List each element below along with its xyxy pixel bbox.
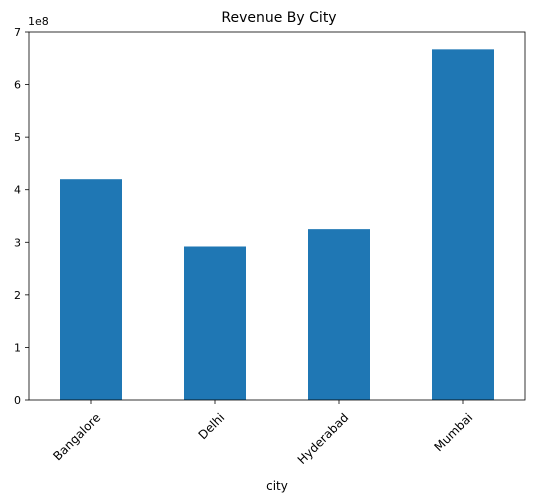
y-tick-label: 7 [14, 26, 21, 39]
bars-group [60, 49, 494, 400]
x-axis-label: city [266, 479, 288, 493]
plot-frame [28, 31, 526, 401]
y-tick-label: 3 [14, 236, 21, 249]
y-tick-label: 4 [14, 184, 21, 197]
y-axis-scale-label: 1e8 [28, 15, 49, 28]
x-tick-label-hyderabad: Hyderabad [295, 410, 352, 467]
x-axis-ticks: Bangalore Delhi Hyderabad Mumbai [50, 400, 475, 467]
x-tick-label-delhi: Delhi [196, 410, 228, 442]
bar-mumbai [432, 49, 494, 400]
chart-title: Revenue By City [221, 10, 336, 26]
x-tick-label-mumbai: Mumbai [432, 410, 476, 454]
x-tick-label-bangalore: Bangalore [50, 410, 103, 463]
bar-hyderabad [308, 229, 370, 400]
y-tick-label: 0 [14, 394, 21, 407]
bar-bangalore [60, 179, 122, 400]
y-tick-label: 1 [14, 341, 21, 354]
y-axis-ticks: 0 1 2 3 4 5 6 7 [14, 26, 29, 407]
y-tick-label: 5 [14, 131, 21, 144]
y-tick-label: 2 [14, 289, 21, 302]
y-tick-label: 6 [14, 79, 21, 92]
bar-delhi [184, 246, 246, 400]
